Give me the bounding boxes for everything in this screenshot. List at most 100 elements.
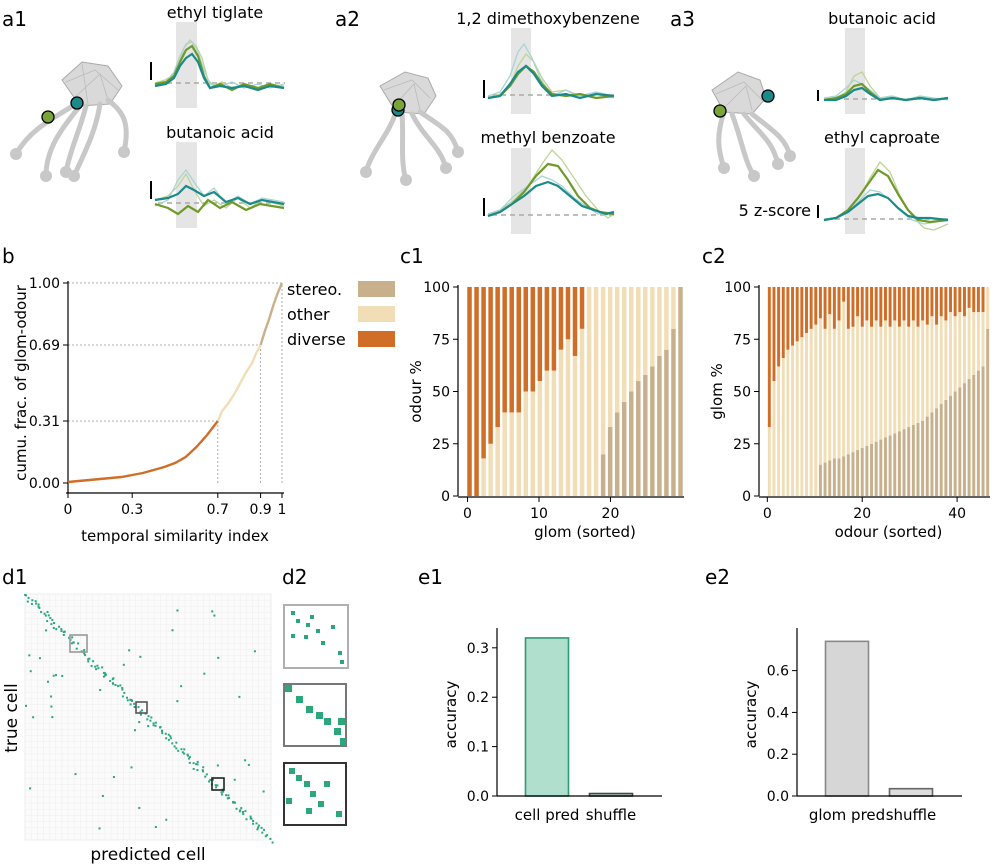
bar-other bbox=[607, 287, 613, 428]
y-tick-label: 100 bbox=[724, 280, 751, 296]
series-line-stereo bbox=[259, 282, 284, 346]
bar-diverse bbox=[851, 287, 855, 327]
heatmap-cell bbox=[169, 735, 172, 738]
heatmap-cell bbox=[196, 760, 199, 763]
heatmap-cell bbox=[87, 658, 90, 661]
y-tick-label: 50 bbox=[432, 385, 450, 401]
heatmap-cell bbox=[83, 649, 86, 652]
heatmap-cell bbox=[99, 689, 102, 692]
heatmap-cell bbox=[244, 759, 247, 762]
heatmap-cell bbox=[95, 668, 98, 671]
heatmap-cell bbox=[186, 754, 189, 757]
bar-other bbox=[509, 412, 514, 496]
bar-stereo bbox=[607, 427, 613, 496]
heatmap-cell bbox=[112, 682, 115, 685]
y-tick-label: 0.0 bbox=[467, 789, 489, 805]
heatmap-cell bbox=[252, 820, 255, 823]
panel-label-a2: a2 bbox=[335, 7, 360, 31]
bar-other bbox=[795, 341, 799, 496]
heatmap-cell bbox=[154, 721, 157, 724]
heatmap-cell bbox=[240, 807, 243, 810]
bar-other bbox=[846, 328, 850, 455]
bar-other bbox=[586, 287, 592, 496]
bar-diverse bbox=[981, 287, 985, 313]
heatmap-cell bbox=[271, 841, 274, 844]
bar-other bbox=[657, 287, 662, 356]
x-axis-label: temporal similarity index bbox=[81, 527, 269, 545]
bar-other bbox=[614, 287, 620, 413]
bar-other bbox=[495, 427, 500, 496]
y-tick-label: 50 bbox=[733, 385, 751, 401]
bar-stereo bbox=[986, 328, 990, 496]
trace-a1-bottom: butanoic acid bbox=[150, 123, 285, 228]
y-tick-label: 0.4 bbox=[767, 705, 789, 721]
heatmap-cell bbox=[253, 650, 256, 653]
bar-stereo bbox=[953, 391, 957, 496]
heatmap-cell bbox=[209, 778, 212, 781]
bar-stereo bbox=[930, 412, 934, 496]
heatmap-cell bbox=[161, 729, 164, 732]
heatmap-cell bbox=[269, 837, 272, 840]
heatmap-cell bbox=[139, 710, 142, 713]
bar-other bbox=[874, 320, 878, 442]
trace-title: butanoic acid bbox=[166, 123, 274, 142]
y-tick-label: 0.00 bbox=[29, 476, 60, 492]
bar-stereo bbox=[916, 422, 920, 496]
heatmap-cell bbox=[62, 631, 65, 634]
heatmap-cell bbox=[164, 732, 167, 735]
bar-diverse bbox=[860, 287, 864, 327]
bar-other bbox=[860, 326, 864, 448]
heatmap-cell bbox=[203, 672, 206, 675]
bar-diverse bbox=[537, 287, 543, 382]
heatmap-cell bbox=[161, 732, 164, 735]
bar-stereo bbox=[921, 420, 925, 496]
y-tick-label: 100 bbox=[423, 280, 450, 296]
bar-diverse bbox=[930, 287, 934, 317]
bar-other bbox=[837, 320, 841, 459]
legend-label-stereo: stereo. bbox=[287, 280, 342, 299]
heatmap-cell bbox=[46, 680, 49, 683]
bar-stereo bbox=[643, 374, 648, 496]
bar-other bbox=[537, 381, 543, 496]
heatmap-cell bbox=[137, 706, 140, 709]
heatmap-cell bbox=[232, 801, 235, 804]
heatmap-cell bbox=[252, 822, 255, 825]
heatmap-cell bbox=[263, 828, 266, 831]
bar-other bbox=[944, 320, 948, 400]
y-tick-label: 25 bbox=[733, 437, 751, 453]
heatmap-cell bbox=[38, 606, 41, 609]
y-tick-label: 1.00 bbox=[29, 276, 60, 292]
heatmap-cell bbox=[138, 806, 141, 809]
bar-other bbox=[643, 287, 648, 375]
bar-diverse bbox=[786, 287, 790, 350]
heatmap-cell bbox=[238, 695, 241, 698]
heatmap-cell bbox=[32, 716, 35, 719]
bar-other bbox=[544, 370, 550, 496]
heatmap-cell bbox=[37, 605, 40, 608]
bar-diverse bbox=[893, 287, 897, 321]
heatmap-cell bbox=[256, 828, 259, 831]
heatmap-cell bbox=[51, 619, 54, 622]
bar-stereo bbox=[949, 395, 952, 496]
bar-diverse bbox=[772, 287, 776, 382]
x-tick-label: 0.3 bbox=[121, 502, 143, 518]
bar-other bbox=[502, 412, 507, 496]
heatmap-cell bbox=[44, 614, 47, 617]
x-tick-label: 0.7 bbox=[207, 502, 229, 518]
bar-other bbox=[958, 312, 962, 388]
heatmap-cell bbox=[245, 818, 248, 821]
bar-diverse bbox=[958, 287, 962, 313]
bar-other bbox=[842, 301, 846, 457]
bar-diverse bbox=[972, 287, 976, 313]
bar-other bbox=[935, 324, 939, 409]
bar-other bbox=[851, 326, 855, 453]
bar-diverse bbox=[874, 287, 878, 321]
heatmap-cell bbox=[201, 769, 204, 772]
bar-other bbox=[523, 391, 529, 496]
heatmap-cell bbox=[242, 813, 245, 816]
y-axis-label: true cell bbox=[2, 683, 22, 753]
bar-diverse bbox=[949, 287, 952, 313]
bar-diverse bbox=[558, 287, 564, 350]
heatmap-cell bbox=[177, 749, 180, 752]
